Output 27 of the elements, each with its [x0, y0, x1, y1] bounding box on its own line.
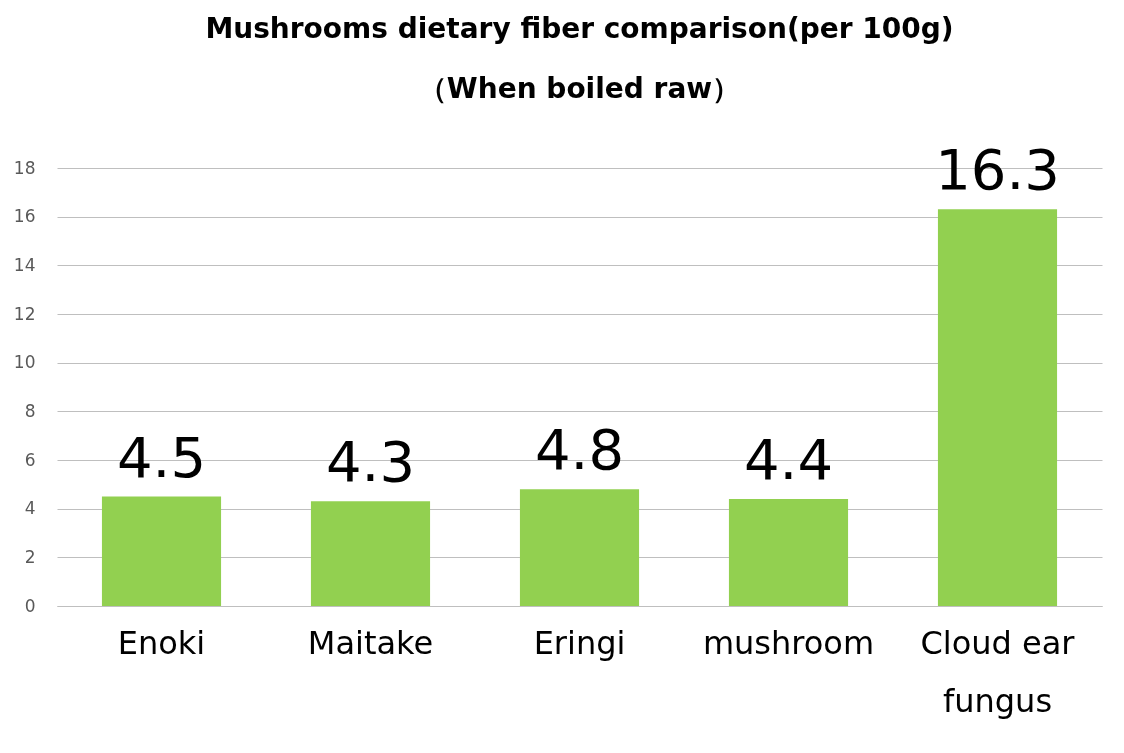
- x-tick-label: Maitake: [307, 623, 434, 662]
- text: Mushrooms dietary fiber comparison(per 100g): [205, 12, 954, 46]
- y-tick-label: 14: [13, 254, 36, 275]
- data-label: 4.3: [325, 429, 416, 495]
- y-tick-label: 4: [24, 498, 36, 519]
- data-label: 4.8: [534, 417, 625, 483]
- data-label: 4.4: [743, 426, 834, 492]
- bar: [728, 498, 849, 606]
- y-tick-label: 2: [24, 546, 36, 567]
- text: （When boiled raw）: [418, 72, 741, 106]
- bar: [310, 501, 431, 606]
- y-tick-label: 0: [24, 595, 36, 616]
- x-tick-label: Enoki: [117, 623, 206, 662]
- x-tick-label: mushroom: [702, 623, 875, 662]
- y-tick-label: 12: [13, 303, 36, 324]
- y-tick-label: 8: [24, 400, 36, 421]
- data-label: 16.3: [935, 137, 1060, 203]
- y-tick-label: 18: [13, 157, 36, 178]
- y-tick-label: 6: [24, 449, 36, 470]
- bar: [101, 496, 222, 606]
- bar: [937, 209, 1058, 606]
- y-tick-label: 16: [13, 206, 36, 227]
- x-tick-label: Cloud ear fungus: [920, 623, 1076, 720]
- data-label: 4.5: [116, 424, 207, 490]
- x-tick-label: Eringi: [533, 623, 626, 662]
- y-tick-label: 10: [13, 352, 36, 373]
- bar: [519, 489, 640, 606]
